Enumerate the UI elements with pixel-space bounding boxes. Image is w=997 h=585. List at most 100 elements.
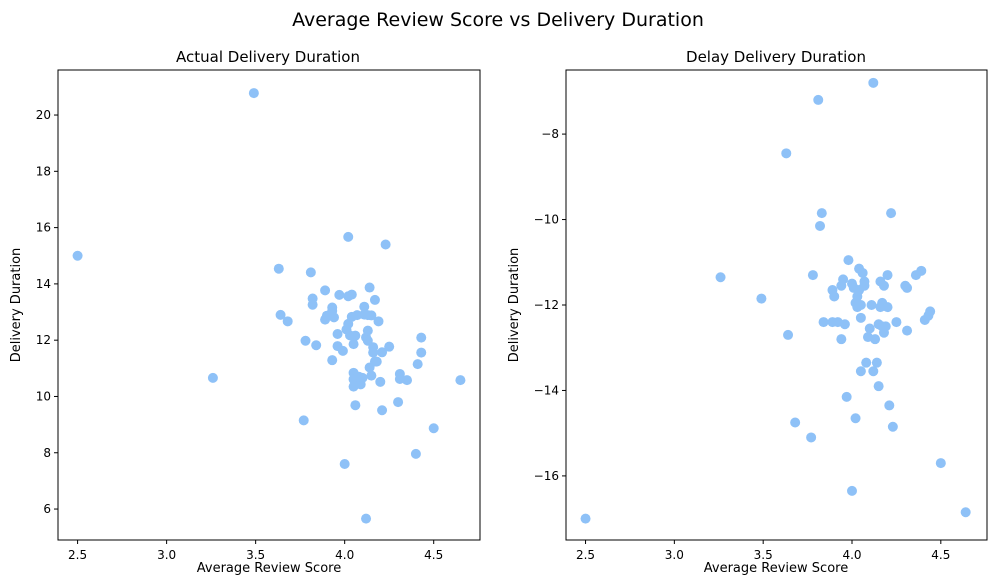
left-x-tick-label: 4.5 [424, 548, 443, 562]
right-scatter-point [916, 265, 927, 276]
left-x-axis-label: Average Review Score [197, 561, 341, 576]
right-y-tick-label: −12 [534, 298, 559, 312]
left-scatter-point [346, 289, 357, 300]
right-scatter-point [960, 507, 971, 518]
right-scatter-point [836, 334, 847, 345]
left-scatter-point [366, 310, 377, 321]
right-scatter-point [886, 208, 897, 219]
right-scatter-point [868, 77, 879, 88]
right-scatter-point [816, 208, 827, 219]
right-scatter-point [790, 417, 801, 428]
left-scatter-point [364, 282, 375, 293]
right-scatter-point [841, 391, 852, 402]
left-x-tick-label: 3.0 [157, 548, 176, 562]
right-scatter-point [813, 94, 824, 105]
right-scatter-point [882, 270, 893, 281]
left-y-tick-label: 8 [43, 446, 51, 460]
right-scatter-point [870, 334, 881, 345]
left-y-tick-label: 6 [43, 502, 51, 516]
left-x-tick-label: 2.5 [68, 548, 87, 562]
right-y-tick-label: −10 [534, 213, 559, 227]
left-scatter-point [350, 330, 361, 341]
right-x-tick-label: 3.0 [665, 548, 684, 562]
left-scatter-point [368, 347, 379, 358]
right-scatter-point [715, 272, 726, 283]
left-scatter-point [248, 88, 259, 99]
left-scatter-point [339, 459, 350, 470]
left-scatter-point [300, 335, 311, 346]
left-scatter-point [428, 423, 439, 434]
left-scatter-point [305, 267, 316, 278]
right-plot-title: Delay Delivery Duration [686, 48, 866, 66]
left-plot-frame [57, 69, 481, 541]
right-scatter-point [855, 300, 866, 310]
right-scatter-point [891, 317, 902, 328]
right-scatter-point [580, 513, 591, 524]
left-scatter-point [401, 375, 412, 386]
left-scatter-point [307, 299, 318, 310]
right-scatter-point [815, 220, 826, 231]
left-y-tick-label: 12 [36, 333, 51, 347]
left-x-tick-label: 3.5 [246, 548, 265, 562]
left-scatter-point [207, 372, 218, 383]
right-scatter-point [829, 291, 840, 302]
right-scatter-point [902, 282, 913, 293]
left-scatter-point [320, 285, 331, 296]
right-points [580, 77, 971, 524]
left-scatter-point [377, 347, 388, 358]
right-scatter-point [861, 357, 872, 368]
right-x-tick-label: 2.5 [576, 548, 595, 562]
left-scatter-point [282, 316, 293, 327]
right-scatter-point [873, 381, 884, 392]
left-scatter-point [375, 376, 386, 387]
right-x-tick-label: 3.5 [754, 548, 773, 562]
left-scatter-point [348, 339, 359, 350]
right-scatter-point [902, 325, 913, 336]
right-x-axis-label: Average Review Score [704, 561, 848, 576]
left-scatter-point [275, 309, 286, 320]
left-scatter-point [455, 375, 466, 386]
right-scatter-point [925, 306, 936, 317]
left-ticks: 2.5 3.0 3.5 4.0 4.5 6 8 10 12 14 16 18 20 [36, 108, 444, 562]
right-scatter-point [935, 458, 946, 469]
right-y-tick-label: −14 [534, 383, 559, 397]
right-scatter-point [855, 366, 866, 377]
left-scatter-point [334, 289, 345, 300]
left-scatter-point [298, 415, 309, 426]
left-scatter-point [72, 250, 83, 261]
right-scatter-point [838, 274, 849, 285]
left-plot-title: Actual Delivery Duration [176, 48, 360, 66]
left-scatter-point [416, 347, 427, 358]
right-scatter-point [756, 293, 767, 304]
right-scatter-point [857, 267, 868, 278]
left-y-tick-label: 14 [36, 277, 51, 291]
left-x-tick-label: 4.0 [335, 548, 354, 562]
left-scatter-point [366, 370, 377, 381]
left-scatter-point [273, 263, 284, 274]
left-scatter-point [361, 513, 372, 524]
right-scatter-point [807, 270, 818, 281]
left-scatter-point [373, 316, 384, 327]
right-scatter-point [868, 366, 879, 377]
right-scatter-point [839, 319, 850, 330]
left-scatter-point [371, 356, 382, 367]
left-y-axis-label: Delivery Duration [9, 248, 24, 363]
right-plot-frame [565, 69, 988, 541]
right-scatter-point [866, 300, 877, 310]
left-subplot: Actual Delivery Duration 2.5 3.0 3.5 4.0 4.5… [9, 48, 481, 576]
right-scatter-point [806, 432, 817, 443]
left-scatter-point [362, 325, 373, 336]
right-scatter-point [855, 312, 866, 323]
left-points [72, 88, 466, 524]
left-scatter-point [377, 405, 388, 416]
left-scatter-point [328, 312, 339, 323]
left-y-tick-label: 18 [36, 164, 51, 178]
left-scatter-point [416, 332, 427, 343]
right-scatter-point [781, 148, 792, 159]
left-scatter-point [352, 310, 363, 321]
left-scatter-point [412, 359, 423, 370]
right-scatter-point [878, 280, 889, 291]
left-y-tick-label: 20 [36, 108, 51, 122]
left-scatter-point [369, 294, 380, 305]
